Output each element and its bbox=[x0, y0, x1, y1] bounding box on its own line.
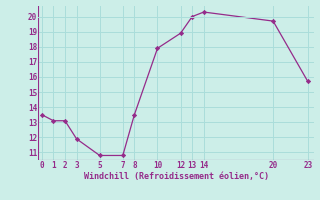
X-axis label: Windchill (Refroidissement éolien,°C): Windchill (Refroidissement éolien,°C) bbox=[84, 172, 268, 181]
